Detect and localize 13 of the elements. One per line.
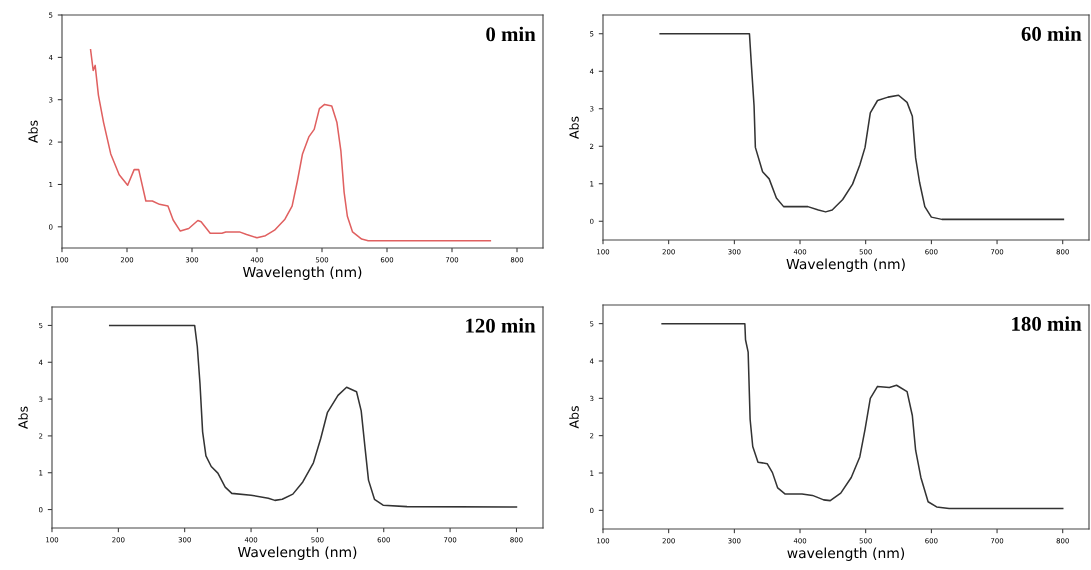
- y-axis-title: Abs: [28, 120, 38, 143]
- line-series: [89, 48, 492, 242]
- x-axis-title: Wavelength (nm): [786, 258, 905, 272]
- chart-title: 60 min: [1021, 26, 1082, 41]
- y-axis-title: Abs: [18, 406, 28, 429]
- chart-title: 180 min: [1012, 316, 1082, 331]
- chart-title: 0 min: [486, 26, 536, 42]
- chart-title: 120 min: [466, 318, 536, 333]
- x-axis-title: Wavelength (nm): [237, 546, 357, 560]
- x-axis-title: Wavelength (nm): [242, 266, 362, 280]
- y-axis-title: Abs: [569, 406, 579, 429]
- x-axis-title: wavelength (nm): [787, 547, 905, 561]
- y-axis-title: Abs: [569, 116, 579, 139]
